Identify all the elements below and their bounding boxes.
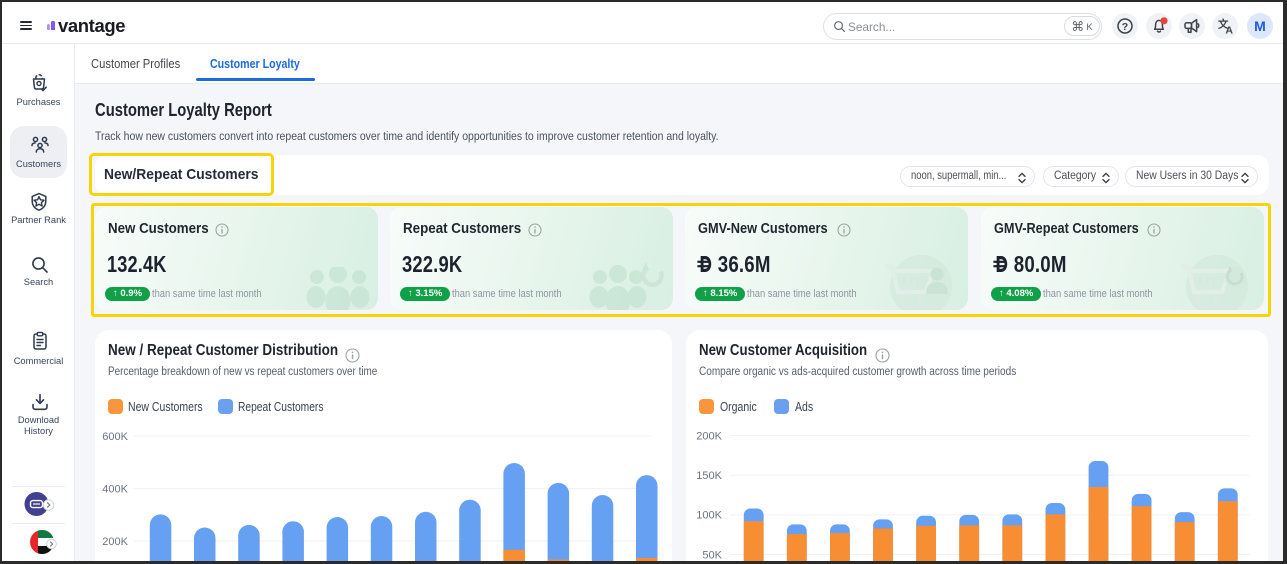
svg-text:?: ?: [1122, 21, 1128, 33]
svg-text:50K: 50K: [702, 549, 722, 561]
svg-text:200K: 200K: [696, 430, 722, 442]
svg-text:600K: 600K: [102, 431, 128, 443]
svg-text:400K: 400K: [102, 483, 128, 495]
svg-text:100K: 100K: [696, 510, 722, 522]
svg-text:200K: 200K: [102, 536, 128, 548]
svg-text:A: A: [1225, 24, 1233, 36]
svg-text:150K: 150K: [696, 470, 722, 482]
svg-text:文: 文: [1217, 18, 1229, 31]
